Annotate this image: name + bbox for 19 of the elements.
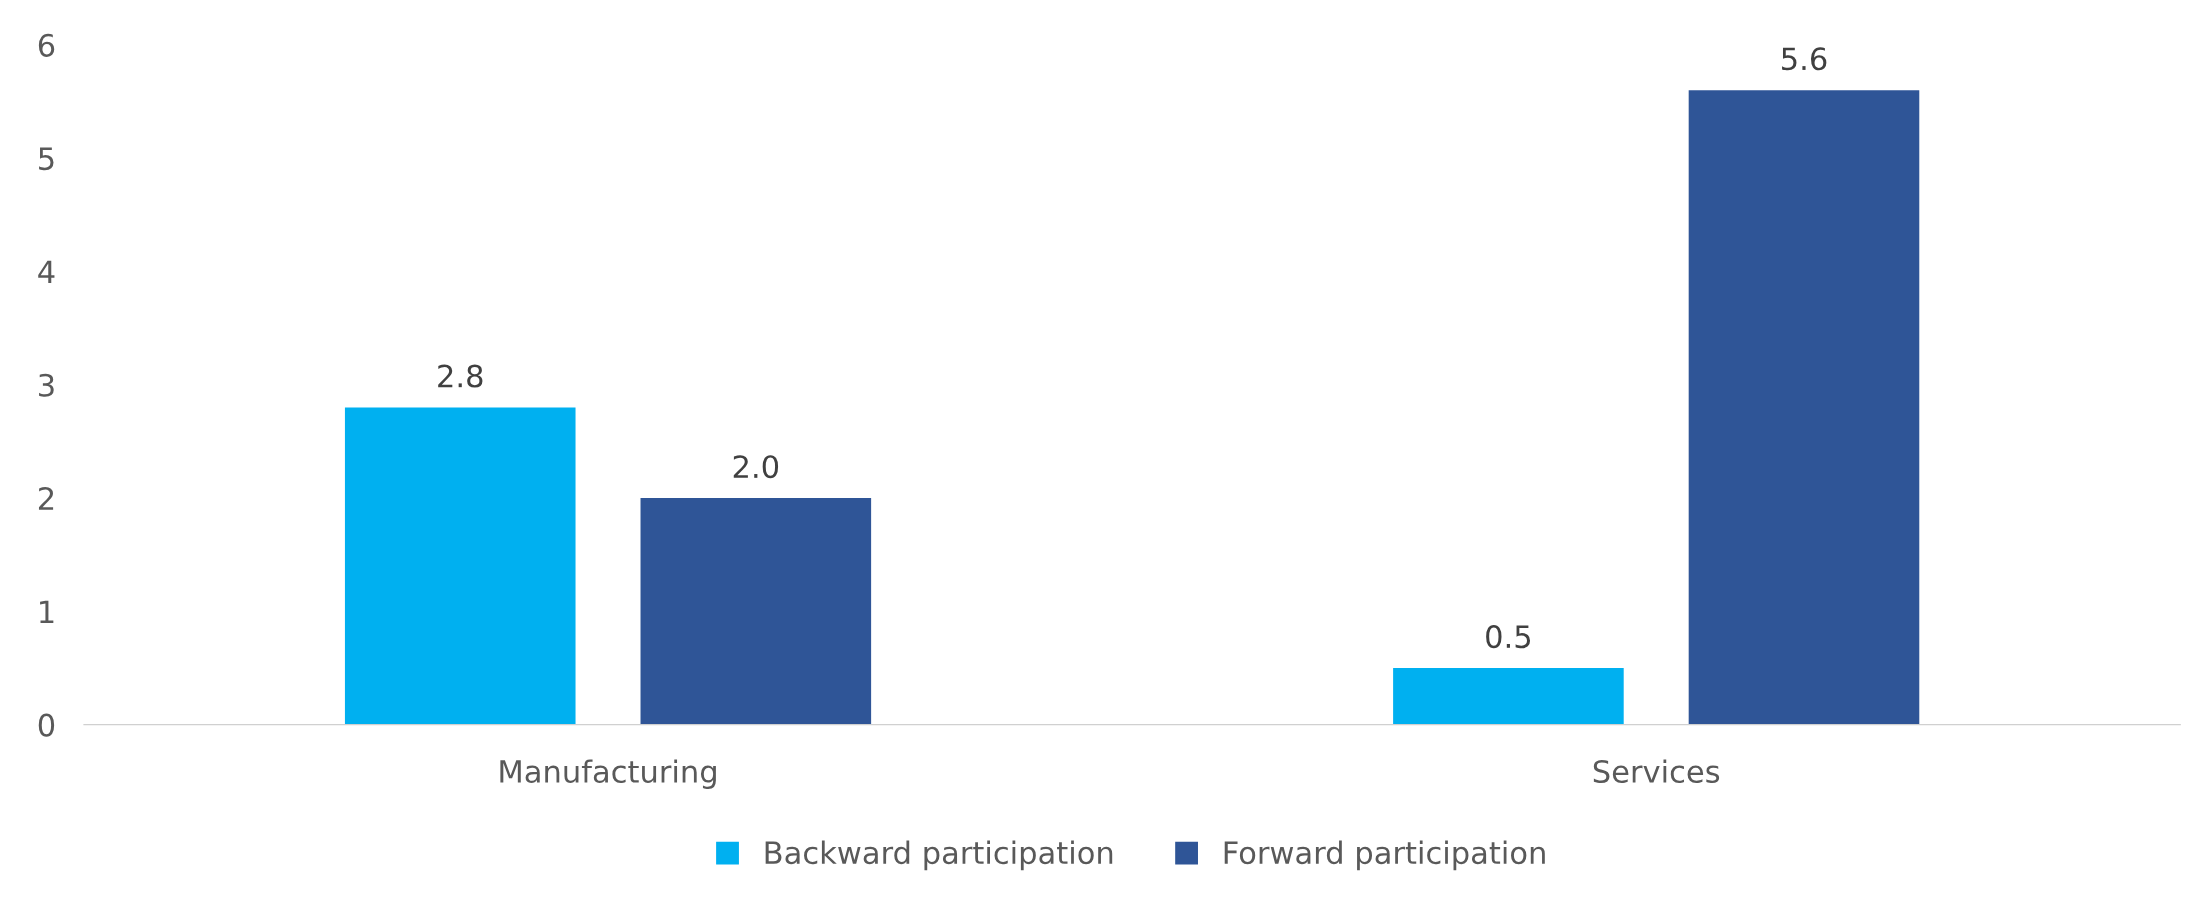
legend-label: Backward participation [765, 840, 1113, 871]
y-tick-label: 1 [40, 600, 54, 623]
y-tick-label: 4 [38, 260, 55, 284]
y-tick-label: 5 [39, 147, 54, 171]
bar [640, 498, 872, 725]
data-label: 2.0 [733, 455, 779, 479]
legend-label: Forward participation [1224, 840, 1545, 871]
bar [1688, 90, 1920, 725]
x-tick-label: Services [1593, 759, 1720, 784]
y-tick-label: 0 [38, 713, 55, 737]
y-tick-label: 3 [39, 373, 54, 397]
y-tick-label: 6 [38, 33, 55, 57]
data-label: 5.6 [1782, 47, 1827, 71]
data-label: 0.5 [1486, 625, 1531, 649]
bar [344, 407, 576, 725]
data-label: 2.8 [438, 364, 483, 388]
y-tick-label: 2 [38, 487, 54, 510]
bar [1393, 668, 1624, 725]
x-tick-label: Manufacturing [500, 759, 716, 789]
